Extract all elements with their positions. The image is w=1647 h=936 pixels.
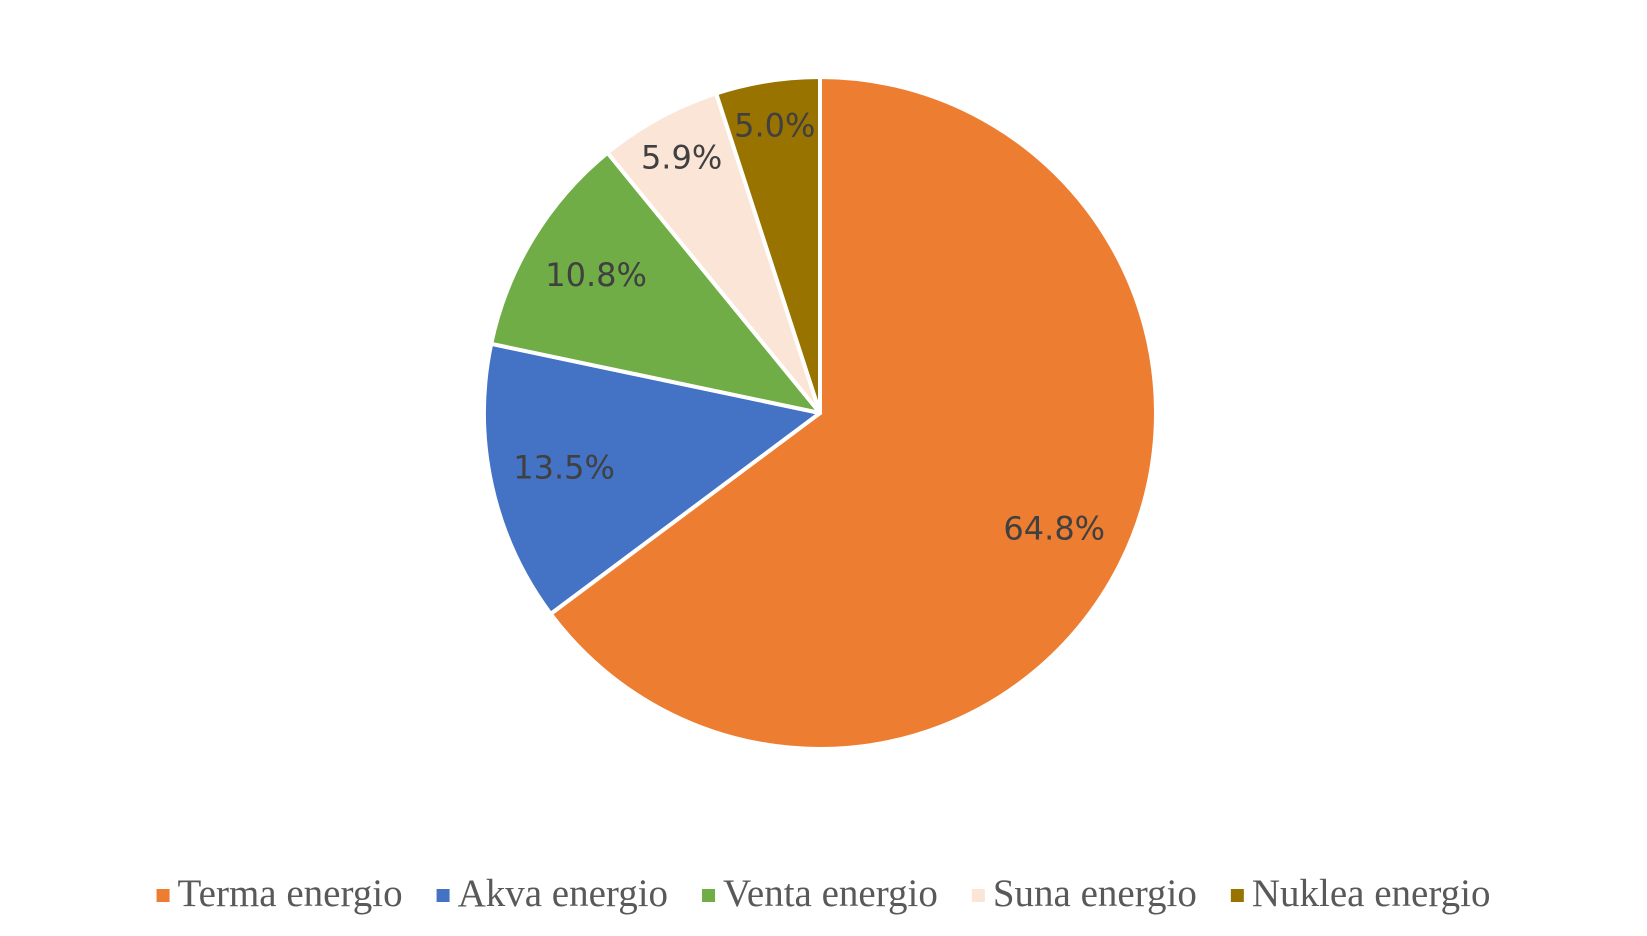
- legend-label: Nuklea energio: [1252, 872, 1491, 915]
- data-label: 64.8%: [1003, 510, 1105, 548]
- data-label: 10.8%: [545, 256, 647, 294]
- legend-swatch: [702, 889, 716, 902]
- data-label: 5.0%: [734, 107, 815, 145]
- pie-slice: [489, 150, 822, 415]
- legend-swatch: [1230, 889, 1244, 902]
- pie-slice: [482, 341, 822, 616]
- legend-label: Suna energio: [993, 872, 1197, 915]
- pie-slice: [714, 75, 822, 415]
- legend-swatch: [971, 889, 985, 902]
- pie-slice: [605, 91, 822, 415]
- legend-label: Venta energio: [723, 872, 938, 915]
- legend-label: Terma energio: [178, 872, 403, 915]
- data-label: 13.5%: [513, 448, 615, 486]
- legend-label: Akva energio: [458, 872, 668, 915]
- data-label: 5.9%: [641, 138, 722, 176]
- legend-swatch: [436, 889, 450, 902]
- pie-slice: [548, 75, 1158, 751]
- legend-swatch: [156, 889, 170, 902]
